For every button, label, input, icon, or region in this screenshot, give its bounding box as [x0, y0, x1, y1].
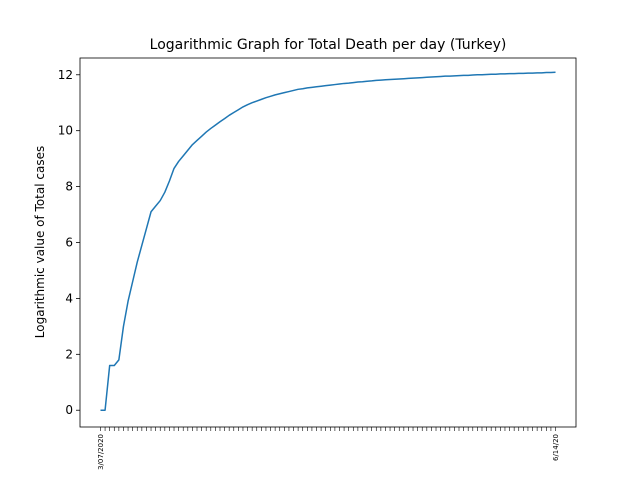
x-tick-label: 6/14/20 [552, 434, 560, 461]
series-line [100, 71, 556, 411]
y-axis: 0 2 4 6 8 10 12 [58, 68, 80, 417]
y-tick-label: 10 [58, 124, 73, 138]
y-tick-label: 0 [65, 403, 73, 417]
x-axis: 3/07/2020 6/14/20 [97, 427, 560, 470]
chart-title: Logarithmic Graph for Total Death per da… [150, 37, 507, 53]
y-tick-label: 8 [65, 180, 73, 194]
y-axis-label: Logarithmic value of Total cases [33, 146, 47, 338]
y-tick-label: 2 [65, 347, 73, 361]
y-tick-label: 12 [58, 68, 73, 82]
y-tick-label: 6 [65, 236, 73, 250]
y-tick-label: 4 [65, 291, 73, 305]
plot-area-frame [79, 57, 577, 428]
x-tick-label: 3/07/2020 [97, 434, 105, 470]
